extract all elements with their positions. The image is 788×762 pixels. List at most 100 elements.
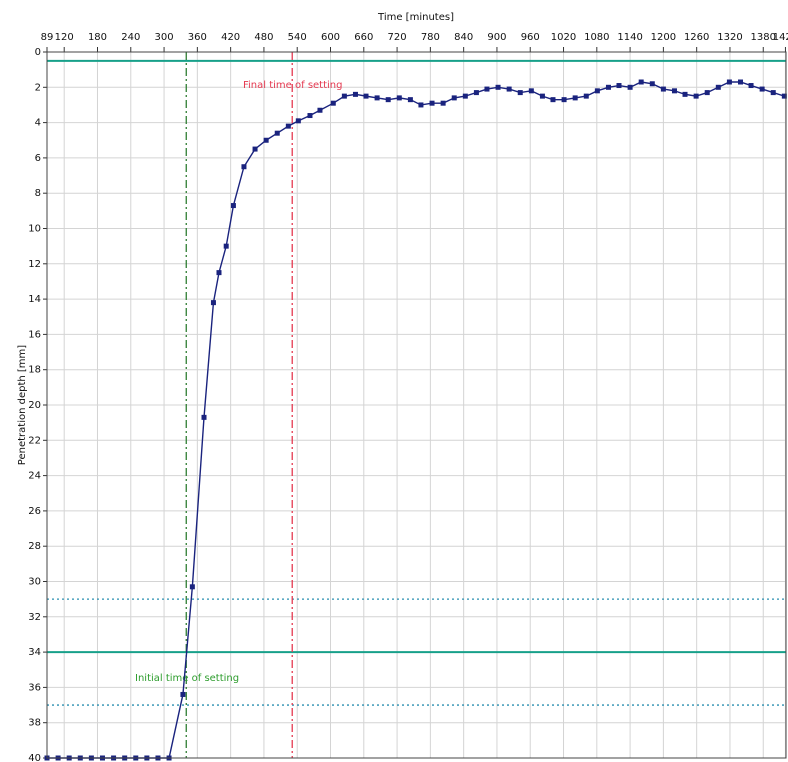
x-tick-label: 1020: [551, 32, 576, 43]
y-tick-label: 38: [28, 718, 41, 729]
x-axis-title: Time [minutes]: [377, 12, 454, 23]
data-point: [330, 100, 336, 106]
x-tick-label: 420: [221, 32, 240, 43]
y-tick-label: 26: [28, 506, 41, 517]
x-tick-label: 1260: [684, 32, 709, 43]
data-point: [715, 84, 721, 90]
data-point: [352, 91, 358, 97]
data-point: [539, 93, 545, 99]
x-tick-label: 840: [454, 32, 473, 43]
y-tick-label: 20: [28, 400, 41, 411]
data-point: [363, 93, 369, 99]
data-point: [759, 86, 765, 92]
data-point: [180, 691, 186, 697]
data-point: [616, 83, 622, 89]
data-point: [561, 97, 567, 103]
data-point: [550, 97, 556, 103]
data-point: [216, 270, 222, 276]
y-axis-title: Penetration depth [mm]: [17, 345, 28, 465]
data-point: [341, 93, 347, 99]
x-tick-label: 600: [321, 32, 340, 43]
data-point: [627, 84, 633, 90]
data-point: [682, 91, 688, 97]
data-point: [726, 79, 732, 85]
y-tick-label: 18: [28, 365, 41, 376]
x-tick-label: 1320: [717, 32, 742, 43]
data-point: [738, 79, 744, 85]
y-tick-label: 4: [35, 118, 41, 129]
data-point: [396, 95, 402, 101]
x-tick-label: 1380: [751, 32, 776, 43]
annotation: Final time of setting: [243, 80, 342, 91]
y-tick-label: 40: [28, 753, 41, 762]
x-tick-label: 360: [188, 32, 207, 43]
data-point: [495, 84, 501, 90]
data-point: [660, 86, 666, 92]
data-point: [374, 95, 380, 101]
y-tick-label: 12: [28, 259, 41, 270]
data-point: [201, 414, 207, 420]
data-point: [307, 113, 313, 119]
plot-frame: [46, 51, 787, 759]
y-tick-label: 0: [35, 47, 41, 58]
x-tick-label: 780: [421, 32, 440, 43]
y-tick-label: 6: [35, 153, 41, 164]
x-tick-label: 240: [121, 32, 140, 43]
data-point: [693, 93, 699, 99]
y-tick-label: 30: [28, 577, 41, 588]
x-tick-label: 720: [388, 32, 407, 43]
data-point: [285, 123, 291, 129]
x-tick-label: 1420: [773, 32, 788, 43]
data-point: [429, 100, 435, 106]
data-point: [317, 107, 323, 113]
data-point: [770, 90, 776, 96]
data-point: [451, 95, 457, 101]
x-tick-label: 1080: [584, 32, 609, 43]
data-point: [704, 90, 710, 96]
y-tick-label: 2: [35, 82, 41, 93]
data-point: [594, 88, 600, 94]
x-tick-label: 89: [41, 32, 54, 43]
x-tick-label: 120: [55, 32, 74, 43]
y-tick-label: 16: [28, 329, 41, 340]
data-point: [671, 88, 677, 94]
data-point: [605, 84, 611, 90]
data-point: [189, 584, 195, 590]
data-point: [418, 102, 424, 108]
y-tick-label: 32: [28, 612, 41, 623]
data-point: [230, 203, 236, 209]
data-point: [210, 300, 216, 306]
y-tick-label: 10: [28, 224, 41, 235]
data-point: [517, 90, 523, 96]
data-point: [649, 81, 655, 87]
data-point: [385, 97, 391, 103]
data-point: [263, 137, 269, 143]
x-tick-label: 900: [487, 32, 506, 43]
data-point: [295, 118, 301, 124]
data-point: [252, 146, 258, 152]
x-tick-label: 1200: [651, 32, 676, 43]
data-point: [440, 100, 446, 106]
data-point: [583, 93, 589, 99]
y-tick-label: 22: [28, 435, 41, 446]
data-point: [748, 83, 754, 89]
data-point: [407, 97, 413, 103]
data-point: [241, 164, 247, 170]
data-point: [484, 86, 490, 92]
x-tick-label: 1140: [617, 32, 642, 43]
data-point: [274, 130, 280, 136]
annotation: Initial time of setting: [135, 673, 239, 684]
data-point: [572, 95, 578, 101]
y-tick-label: 36: [28, 682, 41, 693]
x-tick-label: 180: [88, 32, 107, 43]
data-point: [473, 90, 479, 96]
y-tick-label: 14: [28, 294, 41, 305]
y-tick-label: 28: [28, 541, 41, 552]
x-tick-label: 300: [155, 32, 174, 43]
data-point: [506, 86, 512, 92]
y-tick-label: 8: [35, 188, 41, 199]
data-point: [528, 88, 534, 94]
data-point: [223, 243, 229, 249]
